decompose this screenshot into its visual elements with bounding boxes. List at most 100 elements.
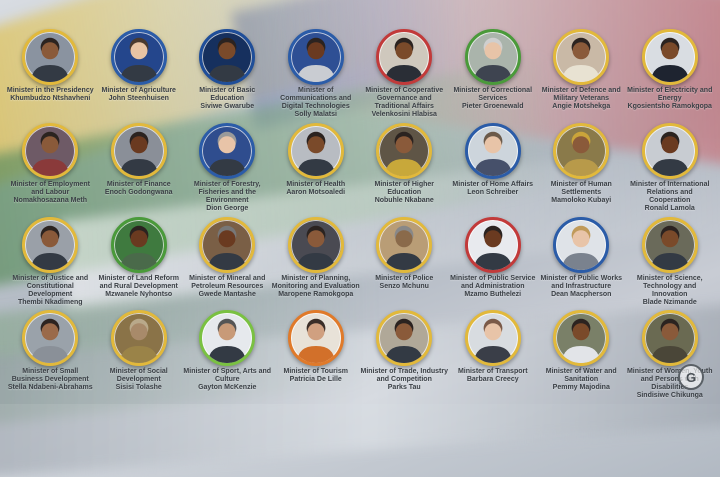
- person-silhouette-icon: [120, 225, 158, 270]
- person-silhouette-icon: [474, 225, 512, 270]
- minister-card: Minister of Home Affairs Leon Schreiber: [449, 122, 538, 217]
- minister-title: Minister of Land Reform and Rural Develo…: [98, 274, 179, 290]
- minister-label: Minister of Higher Education Nobuhle Nka…: [360, 181, 448, 205]
- minister-portrait-photo: [22, 216, 79, 273]
- minister-label: Minister of Finance Enoch Godongwana: [105, 181, 173, 197]
- person-silhouette-icon: [385, 319, 423, 364]
- minister-label: Minister of Forestry, Fisheries and the …: [183, 181, 271, 213]
- minister-title: Minister of Agriculture: [101, 87, 176, 94]
- minister-name: Enoch Godongwana: [104, 188, 173, 196]
- minister-label: Minister of Communications and Digital T…: [272, 87, 360, 119]
- minister-name: Parks Tau: [387, 384, 421, 392]
- minister-label: Minister of Trade, Industry and Competit…: [360, 368, 448, 392]
- minister-title: Minister of Electricity and Energy: [627, 87, 713, 103]
- minister-name: Sindisiwe Chikunga: [636, 392, 703, 400]
- minister-card: Minister of Agriculture John Steenhuisen: [95, 29, 184, 123]
- minister-portrait-photo: [199, 29, 256, 85]
- minister-title: Minister of Social Development: [109, 368, 168, 384]
- minister-portrait-photo: [110, 122, 167, 179]
- minister-card: Minister of Health Aaron Motsoaledi: [272, 122, 361, 217]
- minister-label: Minister of Health Aaron Motsoaledi: [286, 181, 345, 197]
- minister-name: Mzamo Buthelezi: [464, 290, 522, 298]
- minister-title: Minister of Communications and Digital T…: [280, 87, 352, 111]
- minister-portrait-photo: [376, 122, 433, 179]
- minister-name: Nomakhosazana Meth: [13, 196, 88, 204]
- minister-name: Siviwe Gwarube: [200, 103, 255, 111]
- minister-portrait-photo: [287, 310, 344, 367]
- minister-card: Minister of Public Works and Infrastruct…: [537, 216, 626, 311]
- minister-name: Khumbudzo Ntshavheni: [10, 95, 91, 103]
- person-silhouette-icon: [31, 37, 69, 82]
- minister-title: Minister of Employment and Labour: [10, 180, 90, 196]
- minister-portrait-photo: [641, 29, 698, 85]
- minister-portrait-photo: [287, 216, 344, 273]
- person-silhouette-icon: [474, 319, 512, 364]
- minister-portrait-photo: [553, 122, 610, 179]
- minister-card: Minister of International Relations and …: [626, 122, 715, 217]
- person-silhouette-icon: [208, 319, 246, 364]
- minister-name: Pemmy Majodina: [552, 384, 610, 392]
- minister-label: Minister of Basic Education Siviwe Gwaru…: [183, 87, 271, 111]
- minister-title: Minister of Small Business Development: [11, 368, 89, 384]
- minister-label: Minister of Planning, Monitoring and Eva…: [272, 275, 360, 299]
- minister-portrait-photo: [376, 29, 433, 85]
- person-silhouette-icon: [31, 131, 69, 176]
- person-silhouette-icon: [474, 131, 512, 176]
- minister-title: Minister of Defence and Military Veteran…: [541, 87, 621, 103]
- minister-portrait-photo: [199, 216, 256, 273]
- minister-name: Patricia De Lille: [289, 376, 342, 384]
- minister-portrait-photo: [199, 122, 256, 179]
- minister-title: Minister of Public Works and Infrastruct…: [540, 274, 623, 290]
- minister-portrait-photo: [22, 122, 79, 179]
- minister-card: Minister of Trade, Industry and Competit…: [360, 310, 449, 404]
- minister-card: Minister of Transport Barbara Creecy: [449, 310, 538, 404]
- person-silhouette-icon: [562, 225, 600, 270]
- minister-label: Minister of Public Service and Administr…: [449, 275, 537, 299]
- person-silhouette-icon: [120, 131, 158, 176]
- minister-name: Velenkosini Hlabisa: [371, 111, 437, 119]
- minister-card: Minister of Police Senzo Mchunu: [360, 216, 449, 311]
- minister-card: Minister of Sport, Arts and Culture Gayt…: [183, 310, 272, 404]
- minister-label: Minister of Public Works and Infrastruct…: [537, 275, 625, 299]
- minister-name: Pieter Groenewald: [462, 103, 524, 111]
- minister-name: John Steenhuisen: [108, 95, 169, 103]
- minister-title: Minister of Finance: [106, 180, 171, 188]
- minister-title: Minister of Health: [286, 180, 346, 188]
- minister-title: Minister of Home Affairs: [452, 180, 534, 188]
- minister-label: Minister of Tourism Patricia De Lille: [284, 368, 348, 384]
- person-silhouette-icon: [297, 319, 335, 364]
- minister-name: Senzo Mchunu: [379, 282, 429, 290]
- minister-portrait-photo: [553, 310, 610, 367]
- minister-name: Gayton McKenzie: [198, 384, 257, 392]
- minister-title: Minister of Transport: [457, 368, 528, 376]
- minister-title: Minister of Sport, Arts and Culture: [183, 368, 272, 384]
- minister-portrait-photo: [110, 216, 167, 273]
- person-silhouette-icon: [385, 225, 423, 270]
- minister-title: Minister of Justice and Constitutional D…: [12, 274, 89, 298]
- minister-portrait-photo: [287, 29, 344, 85]
- minister-card: Minister of Cooperative Governance and T…: [360, 29, 449, 123]
- minister-label: Minister of Defence and Military Veteran…: [537, 87, 625, 111]
- minister-title: Minister of Human Settlements: [550, 180, 612, 196]
- minister-title: Minister of Water and Sanitation: [545, 368, 617, 384]
- minister-title: Minister in the Presidency: [6, 87, 94, 94]
- minister-card: Minister of Science, Technology and Inno…: [626, 216, 715, 311]
- person-silhouette-icon: [651, 319, 689, 364]
- minister-card: Minister of Forestry, Fisheries and the …: [183, 122, 272, 217]
- person-silhouette-icon: [208, 37, 246, 82]
- minister-label: Minister of Agriculture John Steenhuisen: [102, 87, 176, 103]
- minister-name: Maropene Ramokgopa: [278, 290, 354, 298]
- minister-portrait-photo: [287, 122, 344, 179]
- person-silhouette-icon: [385, 131, 423, 176]
- person-silhouette-icon: [562, 131, 600, 176]
- person-silhouette-icon: [651, 131, 689, 176]
- minister-name: Dion George: [206, 204, 249, 212]
- minister-portrait-photo: [199, 310, 256, 367]
- minister-card: Minister of Small Business Development S…: [6, 310, 95, 404]
- minister-name: Dean Macpherson: [551, 290, 612, 298]
- minister-card: Minister of Social Development Sisisi To…: [95, 310, 184, 404]
- minister-label: Minister of Human Settlements Mamoloko K…: [537, 181, 625, 205]
- minister-card: Minister of Public Service and Administr…: [449, 216, 538, 311]
- person-silhouette-icon: [562, 37, 600, 82]
- minister-label: Minister of Employment and Labour Nomakh…: [6, 181, 94, 205]
